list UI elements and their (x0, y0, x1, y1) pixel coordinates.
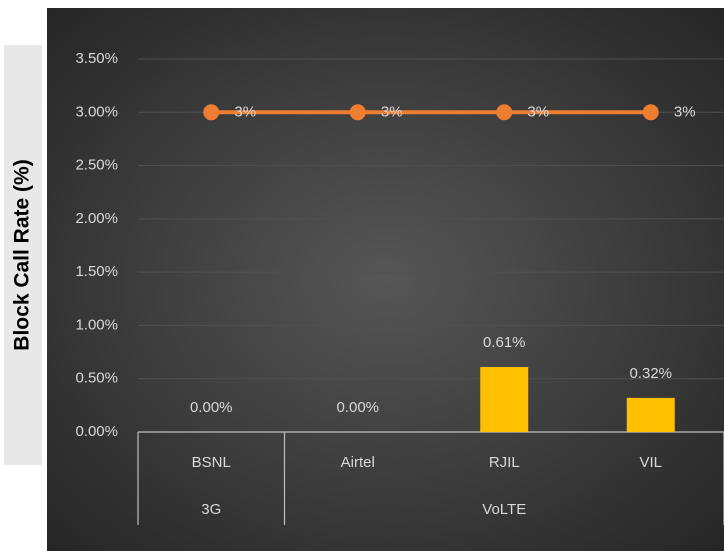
line-marker (349, 104, 366, 121)
y-tick-label: 0.00% (75, 423, 118, 440)
y-tick-label: 3.00% (75, 103, 118, 120)
bar-value-label: 0.00% (336, 399, 379, 416)
group-label: VoLTE (482, 501, 526, 518)
line-value-label: 3% (527, 103, 549, 120)
x-tick-label: BSNL (192, 454, 231, 471)
line-marker (203, 104, 220, 121)
line-marker (496, 104, 513, 121)
line-value-label: 3% (674, 103, 696, 120)
line-value-label: 3% (381, 103, 403, 120)
y-tick-label: 3.50% (75, 50, 118, 67)
line-marker (642, 104, 659, 121)
x-tick-label: RJIL (489, 454, 520, 471)
bar-value-label: 0.32% (629, 365, 672, 382)
group-label: 3G (201, 501, 221, 518)
axis-title-box (4, 45, 42, 465)
y-tick-label: 2.00% (75, 210, 118, 227)
line-value-label: 3% (234, 103, 256, 120)
bar (480, 366, 529, 432)
x-tick-label: Airtel (341, 454, 375, 471)
y-tick-label: 2.50% (75, 157, 118, 174)
bar (626, 397, 675, 432)
y-tick-label: 0.50% (75, 370, 118, 387)
x-tick-label: VIL (639, 454, 662, 471)
y-tick-label: 1.00% (75, 316, 118, 333)
bar-value-label: 0.61% (483, 334, 526, 351)
bar-value-label: 0.00% (190, 399, 233, 416)
chart-background (47, 8, 724, 551)
y-axis-title: Block Call Rate (%) (11, 159, 34, 350)
y-tick-label: 1.50% (75, 263, 118, 280)
